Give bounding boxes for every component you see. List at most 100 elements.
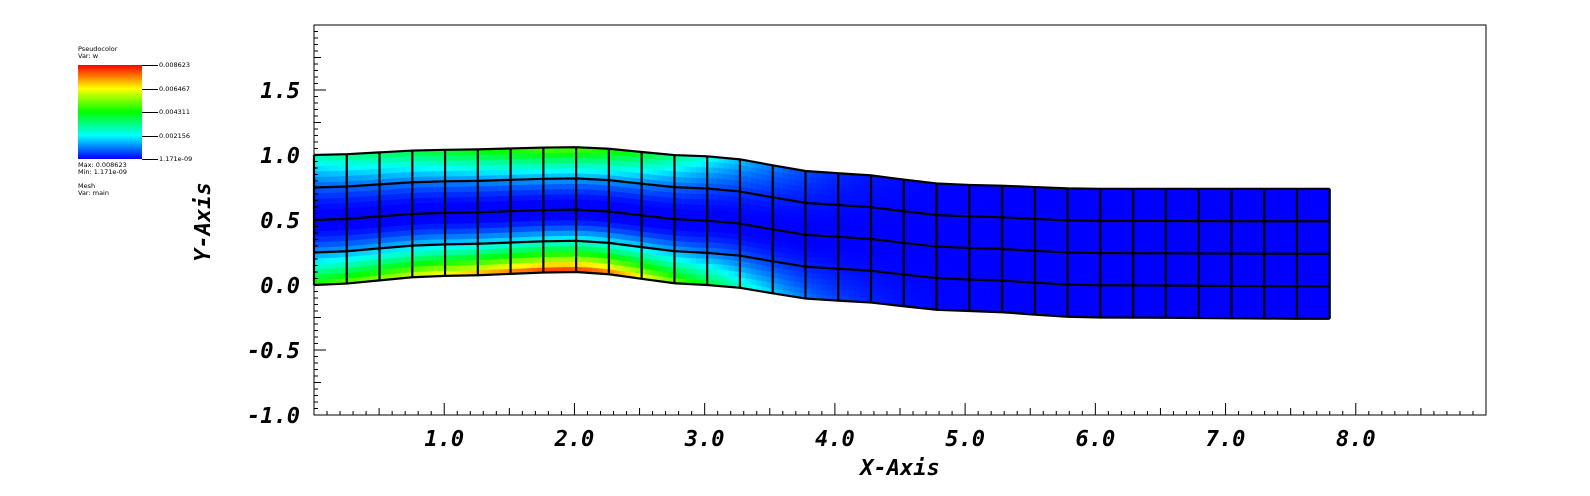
field-cell — [925, 292, 932, 300]
field-cell — [908, 259, 916, 266]
field-cell — [1078, 231, 1085, 238]
field-cell — [324, 170, 331, 177]
field-cell — [810, 181, 817, 189]
field-cell — [657, 195, 664, 203]
field-cell — [1121, 263, 1128, 270]
field-cell — [384, 162, 391, 169]
field-cell — [433, 217, 440, 224]
field-cell — [1040, 288, 1047, 295]
field-cell — [854, 194, 861, 202]
field-cell — [810, 219, 817, 226]
field-cell — [685, 176, 692, 184]
field-cell — [1236, 307, 1243, 314]
field-cell — [810, 187, 817, 194]
field-cell — [1242, 301, 1249, 308]
field-cell — [827, 284, 834, 291]
field-cell — [1023, 302, 1030, 310]
field-cell — [1154, 193, 1161, 200]
field-cell — [1012, 222, 1019, 229]
field-cell — [624, 165, 632, 173]
field-cell — [1078, 199, 1085, 206]
field-cell — [384, 172, 391, 179]
field-cell — [466, 254, 473, 261]
field-cell — [466, 259, 473, 266]
field-cell — [553, 188, 561, 195]
field-cell — [652, 200, 659, 208]
field-cell — [586, 193, 593, 201]
field-cell — [564, 256, 571, 262]
field-cell — [461, 165, 468, 171]
field-cell — [1089, 306, 1096, 313]
field-cell — [362, 206, 369, 213]
field-cell — [1050, 230, 1057, 237]
field-cell — [422, 228, 429, 235]
field-cell — [455, 159, 462, 166]
field-cell — [1209, 269, 1216, 276]
field-cell — [854, 216, 861, 223]
field-cell — [892, 246, 899, 254]
field-cell — [1302, 210, 1309, 217]
field-cell — [1089, 242, 1096, 249]
field-cell — [657, 227, 664, 235]
field-cell — [319, 208, 326, 215]
field-cell — [657, 201, 664, 208]
field-cell — [357, 190, 364, 197]
field-cell — [515, 246, 522, 254]
field-cell — [728, 237, 735, 245]
field-cell — [821, 241, 828, 248]
field-cell — [1209, 231, 1216, 238]
field-cell — [1138, 231, 1145, 238]
field-cell — [1138, 269, 1145, 275]
field-cell — [1242, 269, 1249, 276]
field-cell — [1176, 269, 1183, 276]
field-cell — [466, 191, 473, 198]
field-cell — [455, 222, 462, 229]
field-cell — [1116, 242, 1123, 249]
field-cell — [1078, 300, 1085, 307]
field-cell — [985, 205, 992, 212]
field-cell — [990, 290, 997, 297]
field-cell — [947, 236, 954, 243]
field-cell — [1154, 231, 1161, 238]
field-cell — [526, 199, 533, 206]
field-cell — [1220, 301, 1227, 308]
field-cell — [521, 184, 528, 191]
field-cell — [887, 224, 894, 232]
field-cell — [881, 192, 888, 199]
field-cell — [1089, 193, 1096, 200]
field-cell — [843, 279, 850, 286]
field-cell — [925, 287, 932, 294]
field-cell — [1302, 242, 1309, 249]
field-cell — [1040, 224, 1047, 231]
field-cell — [1121, 274, 1128, 281]
field-cell — [526, 215, 533, 222]
field-cell — [1078, 274, 1085, 281]
field-cell — [455, 201, 462, 208]
field-cell — [816, 246, 823, 253]
field-cell — [319, 273, 326, 280]
field-cell — [422, 186, 429, 193]
field-cell — [914, 280, 921, 288]
field-cell — [1318, 237, 1325, 244]
field-cell — [581, 198, 588, 205]
field-cell — [362, 200, 369, 208]
field-cell — [553, 214, 561, 221]
field-cell — [810, 176, 817, 184]
field-cell — [947, 299, 954, 306]
field-cell — [958, 258, 965, 265]
field-cell — [1143, 306, 1150, 313]
field-cell — [663, 175, 670, 182]
field-cell — [1307, 302, 1314, 309]
field-cell — [1307, 307, 1314, 314]
field-cell — [859, 211, 866, 218]
field-cell — [1247, 226, 1254, 233]
field-cell — [1078, 209, 1085, 216]
field-cell — [1318, 242, 1325, 249]
field-cell — [482, 154, 490, 161]
field-cell — [652, 205, 659, 213]
field-cell — [1105, 263, 1112, 270]
field-cell — [390, 225, 397, 232]
field-cell — [685, 225, 692, 232]
x-axis-title: X-Axis — [858, 456, 939, 481]
field-cell — [521, 246, 528, 253]
